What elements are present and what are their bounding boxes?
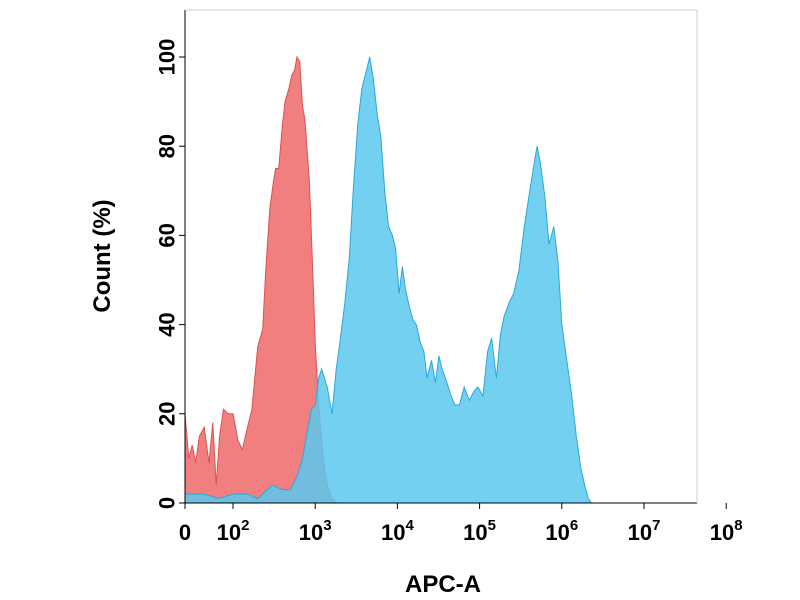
y-ticks: 0 20 40 60 80 100: [155, 39, 185, 509]
y-tick-label: 0: [155, 497, 180, 509]
x-tick-label: 106: [545, 517, 578, 545]
x-tick-label: 107: [628, 517, 661, 545]
x-tick-label: 104: [381, 517, 414, 545]
y-tick-label: 100: [155, 39, 180, 76]
x-tick-label: 0: [179, 520, 191, 545]
x-axis-title: APC-A: [405, 571, 481, 598]
histogram-series-2: [184, 56, 593, 504]
x-tick-label: 108: [710, 517, 743, 545]
x-ticks: 0 102 103 104 105 106 107 108: [179, 503, 743, 545]
y-tick-label: 40: [155, 312, 180, 336]
y-tick-label: 20: [155, 402, 180, 426]
x-tick-label: 102: [217, 517, 250, 545]
histogram-series-1: [184, 55, 338, 504]
y-axis-title: Count (%): [89, 199, 116, 312]
series-layer: [184, 55, 593, 504]
x-tick-label: 105: [463, 517, 496, 545]
y-tick-label: 60: [155, 223, 180, 247]
x-tick-label: 103: [299, 517, 332, 545]
y-tick-label: 80: [155, 134, 180, 158]
